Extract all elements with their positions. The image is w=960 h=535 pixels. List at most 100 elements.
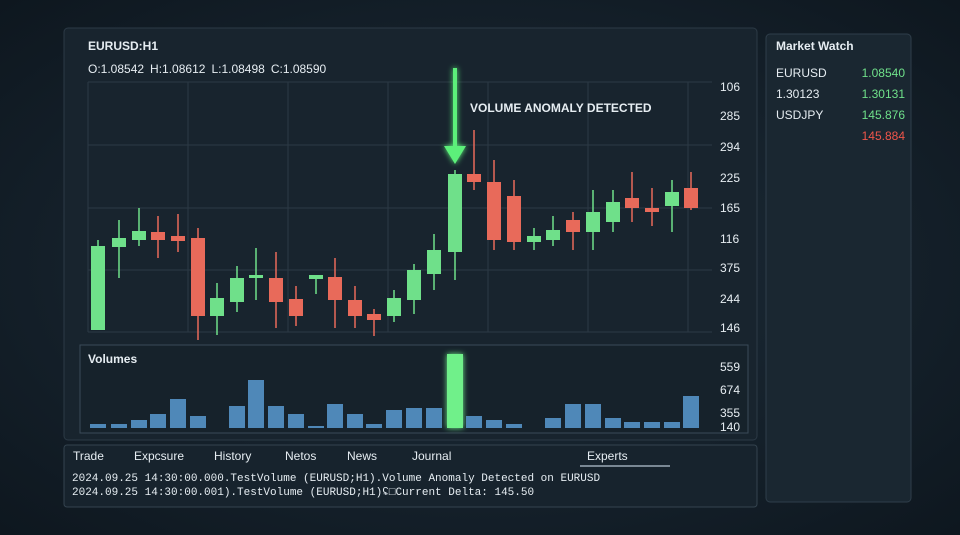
market-watch-panel	[765, 33, 912, 503]
volume-bar	[347, 414, 363, 428]
volume-bar	[506, 424, 522, 428]
volume-bar	[486, 420, 502, 428]
candle-body	[132, 231, 146, 240]
volume-tick-label: 355	[720, 406, 740, 420]
candle-body	[527, 236, 541, 242]
ohlc-line: O:1.08542 H:1.08612 L:1.08498 C:1.08590	[88, 62, 327, 76]
candle-body	[566, 220, 580, 232]
candle-body	[606, 202, 620, 222]
candle-body	[448, 174, 462, 252]
candle-body	[112, 238, 126, 247]
y-tick-label: 106	[720, 80, 740, 94]
volume-bar	[111, 424, 127, 428]
volume-bar	[683, 396, 699, 428]
y-tick-label: 116	[720, 232, 739, 246]
candle-body	[586, 212, 600, 232]
tab[interactable]: Expcsure	[134, 449, 184, 463]
ohlc-value: O:1.08542	[88, 62, 144, 76]
price: 1.08540	[862, 66, 906, 80]
tab[interactable]: Experts	[587, 449, 628, 463]
volume-tick-label: 674	[720, 383, 740, 397]
symbol[interactable]: EURUSD	[776, 66, 827, 80]
annotation: VOLUME ANOMALY DETECTED	[470, 101, 652, 115]
volume-bar	[565, 404, 581, 428]
candle-body	[249, 275, 263, 278]
volumes-title: Volumes	[88, 352, 137, 366]
volume-bar	[664, 422, 680, 428]
log-line: 2024.09.25 14:30:00.000.TestVolume (EURU…	[72, 473, 600, 485]
chart-panel	[63, 27, 758, 441]
volume-bar	[624, 422, 640, 428]
volume-bar	[308, 426, 324, 428]
volume-bar	[327, 404, 343, 428]
symbol[interactable]: USDJPY	[776, 108, 823, 122]
volume-bar	[268, 406, 284, 428]
volume-bar	[248, 380, 264, 428]
y-tick-label: 285	[720, 109, 740, 123]
candle-body	[625, 198, 639, 208]
tab[interactable]: Netos	[285, 449, 316, 463]
y-tick-label: 146	[720, 321, 740, 335]
candle-body	[645, 208, 659, 212]
volume-bar	[386, 410, 402, 428]
candles	[91, 130, 698, 340]
candle-body	[171, 236, 185, 241]
tab[interactable]: News	[347, 449, 377, 463]
volume-bar	[466, 416, 482, 428]
candle-body	[210, 298, 224, 316]
y-tick-label: 244	[720, 292, 740, 306]
candle-body	[328, 277, 342, 300]
volume-bar	[605, 418, 621, 428]
volume-bar	[426, 408, 442, 428]
chart-title: EURUSD:H1	[88, 39, 158, 53]
price: 145.884	[862, 129, 906, 143]
candle-body	[230, 278, 244, 302]
y-tick-label: 165	[720, 201, 740, 215]
tab[interactable]: Trade	[73, 449, 104, 463]
volume-bar	[90, 424, 106, 428]
candle-body	[387, 298, 401, 316]
candle-body	[309, 275, 323, 279]
volume-bars	[90, 354, 699, 428]
candle-body	[191, 238, 205, 316]
log-line: 2024.09.25 14:30:00.001).TestVolume (EUR…	[72, 487, 534, 499]
ohlc-value: H:1.08612	[150, 62, 206, 76]
candle-body	[546, 230, 560, 240]
volume-tick-label: 559	[720, 360, 740, 374]
candle-body	[91, 246, 105, 330]
volume-bar	[288, 414, 304, 428]
symbol[interactable]: 1.30123	[776, 87, 820, 101]
y-tick-label: 294	[720, 140, 740, 154]
price: 145.876	[862, 108, 906, 122]
y-tick-label: 375	[720, 261, 740, 275]
candle-body	[487, 182, 501, 240]
candle-body	[467, 174, 481, 182]
tab[interactable]: History	[214, 449, 251, 463]
candle-body	[289, 299, 303, 316]
volume-tick-label: 140	[720, 420, 740, 434]
candle-body	[507, 196, 521, 242]
volume-bar	[545, 418, 561, 428]
volume-bar	[406, 408, 422, 428]
volume-bar	[585, 404, 601, 428]
volume-bar	[229, 406, 245, 428]
ohlc-value: C:1.08590	[271, 62, 327, 76]
y-tick-label: 225	[720, 171, 740, 185]
volume-bar	[190, 416, 206, 428]
volume-bar	[150, 414, 166, 428]
volume-bar	[447, 354, 463, 428]
tab[interactable]: Journal	[412, 449, 451, 463]
candle-body	[427, 250, 441, 274]
anomaly-arrow	[444, 68, 466, 164]
volume-bar	[644, 422, 660, 428]
candle-body	[684, 188, 698, 208]
candle-body	[348, 300, 362, 316]
candle-body	[151, 232, 165, 240]
candle-body	[269, 278, 283, 302]
candle-body	[665, 192, 679, 206]
toolbox-panel	[63, 444, 758, 508]
candle-body	[367, 314, 381, 320]
volume-bar	[131, 420, 147, 428]
volume-bar	[366, 424, 382, 428]
